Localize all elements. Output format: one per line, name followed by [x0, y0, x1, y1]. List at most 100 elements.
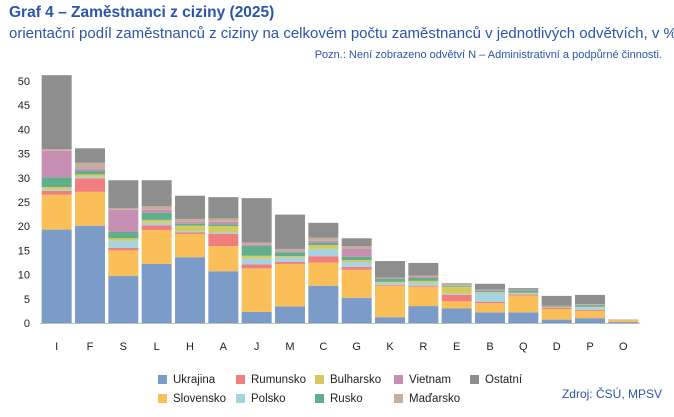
bar-segment: [75, 191, 105, 226]
bar-segment: [575, 309, 605, 311]
bar-segment: [475, 301, 505, 304]
bar-segment: [241, 246, 272, 256]
bar-segment: [241, 258, 272, 265]
bar-segment: [75, 176, 105, 179]
x-tick-label: K: [386, 341, 394, 353]
bar-segment: [41, 190, 72, 195]
legend-swatch: [315, 375, 324, 384]
bar-segment: [175, 231, 205, 233]
y-tick-label: 0: [24, 318, 30, 330]
bar-segment: [575, 307, 605, 310]
bar-segment: [275, 252, 305, 257]
bar-segment: [341, 248, 372, 257]
bar-segment: [441, 301, 472, 309]
bar-segment: [441, 284, 472, 286]
x-tick-label: S: [120, 341, 127, 353]
bar-segment: [408, 306, 439, 323]
bar-segment: [41, 177, 72, 187]
legend-label: Bulharsko: [330, 374, 381, 386]
bar-segment: [541, 307, 572, 309]
bar-segment: [275, 257, 305, 263]
x-tick-label: G: [352, 341, 361, 353]
x-tick-label: P: [586, 341, 593, 353]
bar-segment: [575, 305, 605, 307]
bar-segment: [41, 194, 72, 230]
legend-label: Maďarsko: [409, 393, 460, 405]
bar-segment: [441, 293, 472, 295]
y-tick-label: 45: [18, 100, 30, 112]
bar-segment: [475, 292, 505, 302]
bar-segment: [441, 286, 472, 294]
bar-segment: [308, 256, 339, 263]
bar-segment: [341, 297, 372, 323]
bar-segment: [508, 294, 539, 296]
bar-segment: [75, 148, 105, 163]
bar-segment: [375, 281, 405, 283]
bar-segment: [241, 268, 272, 312]
legend-label: Rumunsko: [251, 374, 306, 386]
bar-segment: [108, 232, 139, 239]
bar-segment: [308, 240, 339, 243]
x-tick-label: A: [220, 341, 228, 353]
bar-segment: [441, 285, 472, 287]
bar-segment: [108, 238, 139, 241]
bar-segment: [208, 246, 239, 272]
bar-segment: [475, 303, 505, 313]
bar-segment: [141, 212, 172, 220]
bar-segment: [175, 257, 205, 323]
bar-segment: [375, 284, 405, 286]
bar-segment: [275, 214, 305, 249]
bar-segment: [208, 224, 239, 227]
legend: Ukrajina Rumunsko Bulharsko Vietnam Ostatní S…: [158, 374, 523, 405]
bar-segment: [275, 251, 305, 253]
bar-segment: [308, 222, 339, 238]
bars: [41, 75, 639, 323]
x-tick-label: I: [55, 341, 58, 353]
bar-segment: [408, 280, 439, 283]
bar-segment: [375, 317, 405, 323]
bar-segment: [608, 320, 639, 323]
bar-segment: [275, 256, 305, 258]
y-tick-label: 15: [18, 245, 30, 257]
bar-segment: [308, 248, 339, 257]
x-tick-label: E: [453, 341, 460, 353]
bar-segment: [408, 277, 439, 281]
bar-segment: [108, 250, 139, 277]
legend-label: Vietnam: [409, 374, 451, 386]
y-tick-label: 5: [24, 294, 30, 306]
bar-segment: [408, 282, 439, 286]
bar-segment: [308, 245, 339, 249]
bar-segment: [575, 294, 605, 305]
bar-segment: [208, 232, 239, 234]
bar-segment: [508, 312, 539, 323]
bar-segment: [141, 225, 172, 231]
bar-segment: [208, 233, 239, 247]
bar-segment: [175, 225, 205, 232]
bar-segment: [341, 260, 372, 263]
bar-segment: [375, 261, 405, 278]
bar-segment: [375, 278, 405, 282]
bar-segment: [408, 277, 439, 278]
legend-swatch: [315, 394, 324, 403]
legend-swatch: [394, 375, 403, 384]
y-tick-label: 25: [18, 197, 30, 209]
bar-segment: [108, 208, 139, 210]
chart-source: Zdroj: ČSÚ, MPSV: [561, 387, 662, 401]
bar-segment: [175, 195, 205, 219]
bar-segment: [341, 238, 372, 247]
bar-segment: [408, 262, 439, 276]
bar-segment: [141, 209, 172, 213]
x-tick-label: C: [319, 341, 327, 353]
bar-segment: [141, 263, 172, 323]
chart-title: Graf 4 – Zaměstnanci z ciziny (2025): [9, 4, 275, 21]
bar-segment: [541, 308, 572, 320]
bar-segment: [208, 218, 239, 222]
bar-segment: [41, 150, 72, 178]
bar-segment: [541, 319, 572, 323]
bar-segment: [408, 285, 439, 287]
bar-segment: [175, 223, 205, 226]
y-tick-label: 35: [18, 149, 30, 161]
bar-segment: [75, 171, 105, 175]
bar-segment: [275, 262, 305, 264]
